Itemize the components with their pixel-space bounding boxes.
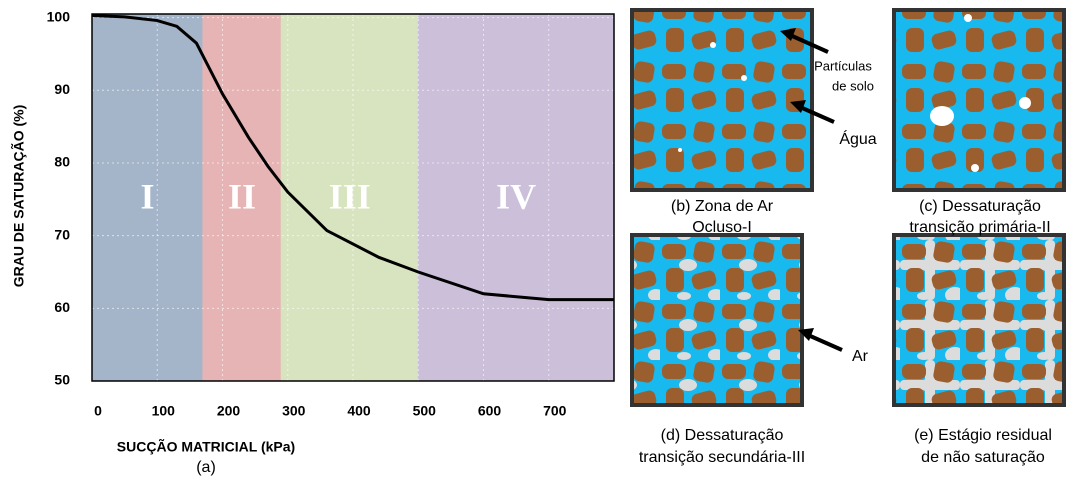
annotation: Partículas xyxy=(814,58,872,73)
caption: de não saturação xyxy=(921,449,1045,466)
figure-label: (a) xyxy=(196,459,216,476)
caption: (e) Estágio residual xyxy=(914,427,1052,444)
x-tick-label: 0 xyxy=(94,403,102,419)
caption: Ocluso-I xyxy=(692,219,752,236)
zone-label: III xyxy=(329,176,371,216)
panel-e xyxy=(894,235,1064,405)
x-tick-label: 600 xyxy=(478,403,502,419)
zone-label: IV xyxy=(496,176,536,216)
x-axis-title: SUCÇÃO MATRICIAL (kPa) xyxy=(117,438,295,455)
caption: (b) Zona de Ar xyxy=(671,198,774,215)
x-tick-label: 400 xyxy=(347,403,371,419)
caption: transição primária-II xyxy=(909,219,1050,236)
y-tick-label: 50 xyxy=(54,372,70,388)
caption: (c) Dessaturação xyxy=(919,198,1041,215)
caption: (d) Dessaturação xyxy=(661,427,784,444)
figure: 01002003004005006007005060708090100IIIII… xyxy=(0,0,1079,482)
x-tick-label: 500 xyxy=(413,403,437,419)
zone-label: II xyxy=(228,176,256,216)
annotation: Água xyxy=(839,129,876,148)
x-tick-label: 300 xyxy=(282,403,306,419)
x-tick-label: 100 xyxy=(152,403,176,419)
panel-c xyxy=(894,10,1064,190)
arrow xyxy=(808,335,842,350)
annotation: Ar xyxy=(852,348,869,365)
y-tick-label: 70 xyxy=(54,226,70,242)
y-tick-label: 100 xyxy=(47,8,71,24)
y-tick-label: 60 xyxy=(54,299,70,315)
caption: transição secundária-III xyxy=(639,449,805,466)
panel-b xyxy=(632,10,812,190)
x-tick-label: 200 xyxy=(217,403,241,419)
y-tick-label: 90 xyxy=(54,81,70,97)
y-axis-title: GRAU DE SATURAÇÃO (%) xyxy=(10,105,27,288)
x-tick-label: 700 xyxy=(543,403,567,419)
y-tick-label: 80 xyxy=(54,154,70,170)
panel-d xyxy=(632,235,802,405)
annotation: de solo xyxy=(832,78,874,93)
zone-label: I xyxy=(140,176,154,216)
